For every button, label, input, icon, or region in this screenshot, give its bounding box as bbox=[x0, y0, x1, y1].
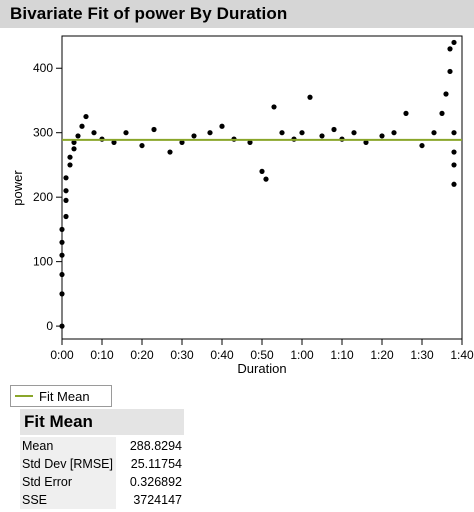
y-tick-label: 0 bbox=[46, 319, 53, 333]
data-point bbox=[67, 154, 73, 160]
data-point bbox=[71, 139, 77, 145]
x-tick-label: 0:10 bbox=[90, 348, 114, 362]
data-point bbox=[431, 130, 437, 136]
y-axis-ticks: 0 100 200 300 400 bbox=[33, 61, 62, 333]
page-title: Bivariate Fit of power By Duration bbox=[10, 4, 288, 23]
data-point bbox=[271, 104, 277, 110]
x-tick-label: 0:30 bbox=[170, 348, 194, 362]
data-point bbox=[443, 91, 449, 97]
report-title: Fit Mean bbox=[24, 412, 93, 431]
stat-label: Std Dev [RMSE] bbox=[20, 455, 116, 473]
data-point bbox=[207, 130, 213, 136]
x-tick-label: 0:50 bbox=[250, 348, 274, 362]
data-point bbox=[319, 133, 325, 139]
plot-frame bbox=[61, 35, 463, 340]
data-point bbox=[403, 110, 409, 116]
data-point bbox=[167, 149, 173, 155]
stat-value: 3724147 bbox=[133, 493, 182, 507]
data-point bbox=[83, 113, 89, 120]
data-point bbox=[179, 139, 185, 145]
data-point bbox=[447, 68, 453, 75]
table-row: Std Error 0.326892 bbox=[20, 473, 184, 491]
data-point bbox=[91, 130, 97, 136]
x-tick-label: 1:00 bbox=[290, 348, 314, 362]
data-point bbox=[63, 197, 69, 203]
title-bar: Bivariate Fit of power By Duration bbox=[0, 0, 474, 28]
scatter-chart: 0:00 0:10 0:20 0:30 0:40 0:50 1:00 1:10 1:20 1:30… bbox=[10, 35, 474, 376]
x-axis-ticks: 0:00 0:10 0:20 0:30 0:40 0:50 1:00 1:10 1:20 1:30… bbox=[50, 339, 474, 362]
x-axis-label: Duration bbox=[237, 361, 286, 376]
x-tick-label: 1:30 bbox=[410, 348, 434, 362]
data-point bbox=[111, 139, 117, 145]
stat-label: SSE bbox=[20, 491, 116, 509]
stat-value: 25.11754 bbox=[130, 457, 182, 471]
data-point bbox=[191, 133, 197, 139]
y-tick-label: 100 bbox=[33, 255, 53, 269]
data-point bbox=[75, 133, 81, 139]
data-point bbox=[139, 142, 145, 149]
y-tick-label: 200 bbox=[33, 190, 53, 204]
data-point bbox=[379, 133, 385, 139]
x-tick-label: 1:40 bbox=[450, 348, 474, 362]
data-point bbox=[331, 126, 337, 133]
data-point bbox=[63, 175, 69, 181]
data-point bbox=[263, 176, 269, 182]
stat-value: 0.326892 bbox=[129, 475, 182, 489]
table-row: Mean 288.8294 bbox=[20, 437, 184, 455]
data-point bbox=[439, 110, 445, 116]
data-point bbox=[123, 130, 129, 136]
data-point bbox=[279, 130, 285, 136]
data-point bbox=[259, 168, 265, 174]
fit-mean-swatch bbox=[15, 395, 33, 397]
stat-value: 288.8294 bbox=[129, 439, 182, 453]
x-tick-label: 0:40 bbox=[210, 348, 234, 362]
x-tick-label: 0:00 bbox=[50, 348, 74, 362]
legend: Fit Mean bbox=[10, 385, 112, 407]
data-point bbox=[451, 149, 457, 155]
data-point bbox=[307, 94, 313, 100]
data-point bbox=[419, 142, 425, 149]
y-tick-label: 400 bbox=[33, 61, 53, 75]
points-layer bbox=[59, 39, 457, 329]
data-point bbox=[447, 46, 453, 52]
data-point bbox=[451, 130, 457, 136]
data-point bbox=[151, 126, 157, 133]
legend-label: Fit Mean bbox=[39, 388, 90, 404]
data-point bbox=[63, 213, 69, 220]
data-point bbox=[219, 123, 225, 129]
stats-table: Mean 288.8294 Std Dev [RMSE] 25.11754 St… bbox=[20, 437, 184, 509]
table-row: Std Dev [RMSE] 25.11754 bbox=[20, 455, 184, 473]
x-tick-label: 1:20 bbox=[370, 348, 394, 362]
data-point bbox=[71, 146, 77, 152]
data-point bbox=[299, 130, 305, 136]
data-point bbox=[63, 188, 69, 194]
stat-label: Mean bbox=[20, 437, 116, 455]
x-tick-label: 1:10 bbox=[330, 348, 354, 362]
report-header: Fit Mean bbox=[20, 409, 184, 435]
data-point bbox=[451, 181, 457, 187]
fit-mean-report: Fit Mean Mean 288.8294 Std Dev [RMSE] 25… bbox=[20, 409, 184, 509]
data-point bbox=[451, 162, 457, 168]
data-point bbox=[79, 123, 85, 129]
stat-label: Std Error bbox=[20, 473, 116, 491]
data-point bbox=[351, 130, 357, 136]
table-row: SSE 3724147 bbox=[20, 491, 184, 509]
y-axis-label: power bbox=[10, 170, 25, 206]
data-point bbox=[67, 162, 73, 168]
data-point bbox=[391, 130, 397, 136]
data-point bbox=[363, 139, 369, 145]
x-tick-label: 0:20 bbox=[130, 348, 154, 362]
data-point bbox=[451, 39, 457, 46]
y-tick-label: 300 bbox=[33, 126, 53, 140]
data-point bbox=[247, 139, 253, 145]
